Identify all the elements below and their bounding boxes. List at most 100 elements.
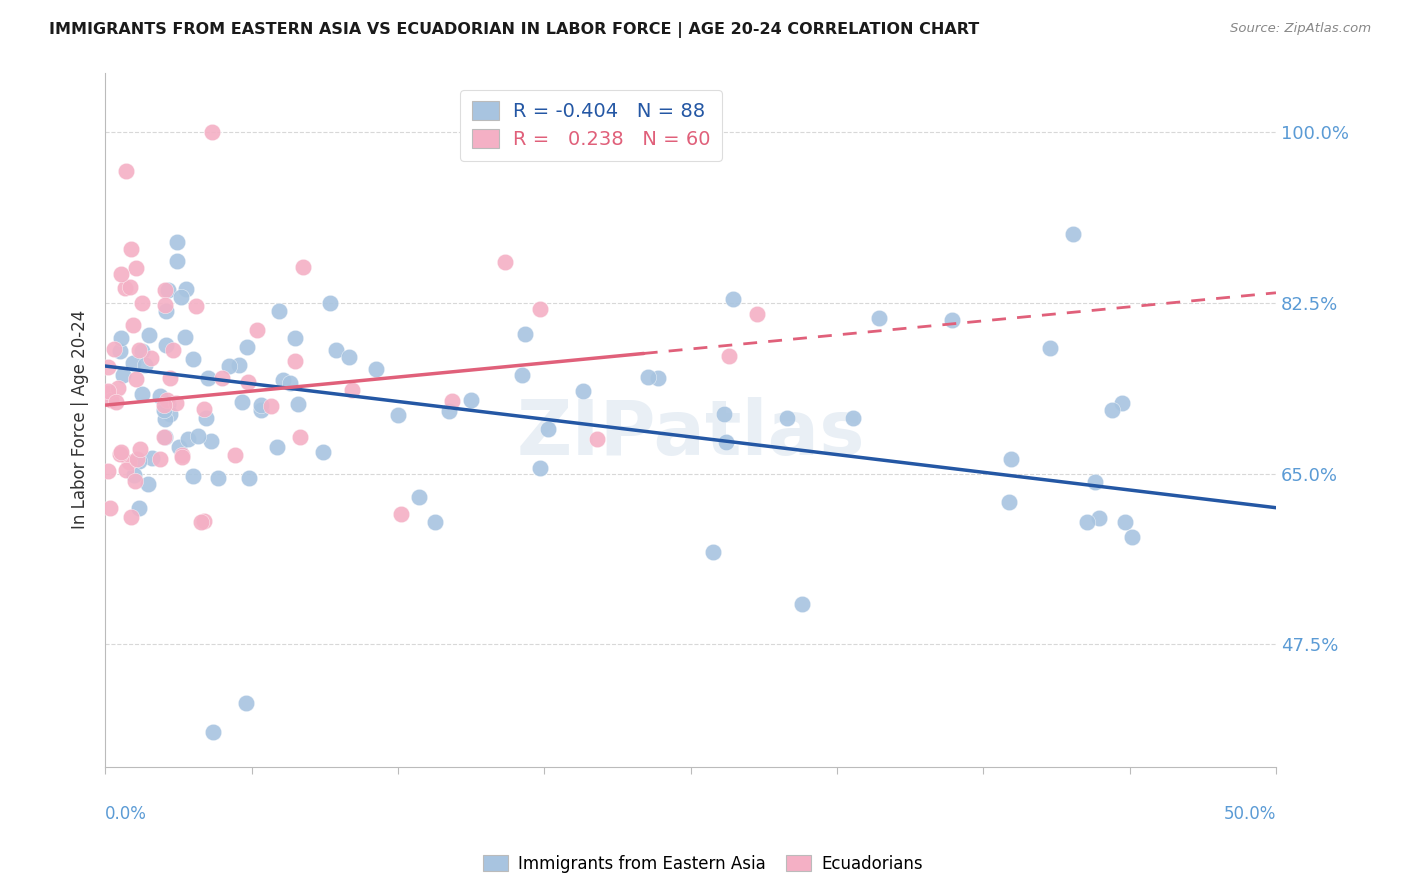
Point [637, 369, 659, 384]
Point [408, 490, 430, 504]
Point [224, 449, 246, 463]
Point [120, 509, 142, 524]
Text: 50.0%: 50.0% [1223, 805, 1277, 823]
Point [529, 302, 551, 317]
Point [284, 331, 307, 345]
Point [181, 469, 204, 483]
Point [842, 410, 865, 425]
Point [776, 411, 799, 425]
Point [170, 448, 193, 462]
Point [159, 371, 181, 385]
Point [166, 253, 188, 268]
Point [510, 368, 533, 382]
Point [278, 376, 301, 390]
Point [193, 514, 215, 528]
Point [1076, 515, 1098, 529]
Point [156, 397, 179, 411]
Point [387, 408, 409, 422]
Point [115, 463, 138, 477]
Point [110, 268, 132, 282]
Point [998, 495, 1021, 509]
Point [271, 372, 294, 386]
Point [165, 396, 187, 410]
Point [96, 360, 118, 375]
Point [868, 311, 890, 326]
Point [184, 299, 207, 313]
Point [124, 474, 146, 488]
Point [155, 303, 177, 318]
Point [312, 445, 335, 459]
Point [125, 261, 148, 276]
Point [231, 394, 253, 409]
Point [149, 452, 172, 467]
Text: Source: ZipAtlas.com: Source: ZipAtlas.com [1230, 22, 1371, 36]
Point [108, 344, 131, 359]
Point [122, 468, 145, 483]
Point [249, 402, 271, 417]
Point [117, 455, 139, 469]
Point [260, 400, 283, 414]
Point [96, 386, 118, 401]
Point [288, 430, 311, 444]
Point [287, 397, 309, 411]
Point [115, 163, 138, 178]
Point [107, 381, 129, 395]
Legend: R = -0.404   N = 88, R =   0.238   N = 60: R = -0.404 N = 88, R = 0.238 N = 60 [460, 89, 721, 161]
Point [572, 384, 595, 399]
Point [129, 442, 152, 457]
Point [249, 398, 271, 412]
Point [120, 280, 142, 294]
Point [1000, 452, 1022, 467]
Point [236, 340, 259, 354]
Point [156, 392, 179, 407]
Point [342, 384, 364, 398]
Point [155, 412, 177, 426]
Point [235, 696, 257, 710]
Point [110, 331, 132, 345]
Point [460, 393, 482, 408]
Point [245, 322, 267, 336]
Point [207, 471, 229, 485]
Point [162, 343, 184, 357]
Point [128, 454, 150, 468]
Point [111, 368, 134, 382]
Point [319, 296, 342, 310]
Point [325, 343, 347, 357]
Point [713, 408, 735, 422]
Point [291, 260, 314, 274]
Point [122, 318, 145, 332]
Legend: Immigrants from Eastern Asia, Ecuadorians: Immigrants from Eastern Asia, Ecuadorian… [477, 848, 929, 880]
Point [98, 500, 121, 515]
Point [100, 392, 122, 407]
Point [437, 403, 460, 417]
Point [586, 432, 609, 446]
Point [389, 508, 412, 522]
Point [284, 354, 307, 368]
Point [131, 343, 153, 358]
Point [228, 359, 250, 373]
Point [721, 292, 744, 306]
Point [1114, 516, 1136, 530]
Point [269, 303, 291, 318]
Point [202, 725, 225, 739]
Text: IMMIGRANTS FROM EASTERN ASIA VS ECUADORIAN IN LABOR FORCE | AGE 20-24 CORRELATIO: IMMIGRANTS FROM EASTERN ASIA VS ECUADORI… [49, 22, 980, 38]
Point [120, 242, 142, 256]
Point [337, 350, 360, 364]
Point [537, 422, 560, 436]
Point [941, 313, 963, 327]
Point [717, 349, 740, 363]
Point [702, 545, 724, 559]
Point [139, 351, 162, 365]
Point [364, 361, 387, 376]
Point [441, 394, 464, 409]
Point [211, 371, 233, 385]
Point [187, 429, 209, 443]
Point [238, 375, 260, 389]
Point [138, 327, 160, 342]
Point [1084, 475, 1107, 489]
Point [96, 464, 118, 478]
Point [218, 359, 240, 374]
Point [529, 460, 551, 475]
Point [170, 291, 193, 305]
Point [513, 326, 536, 341]
